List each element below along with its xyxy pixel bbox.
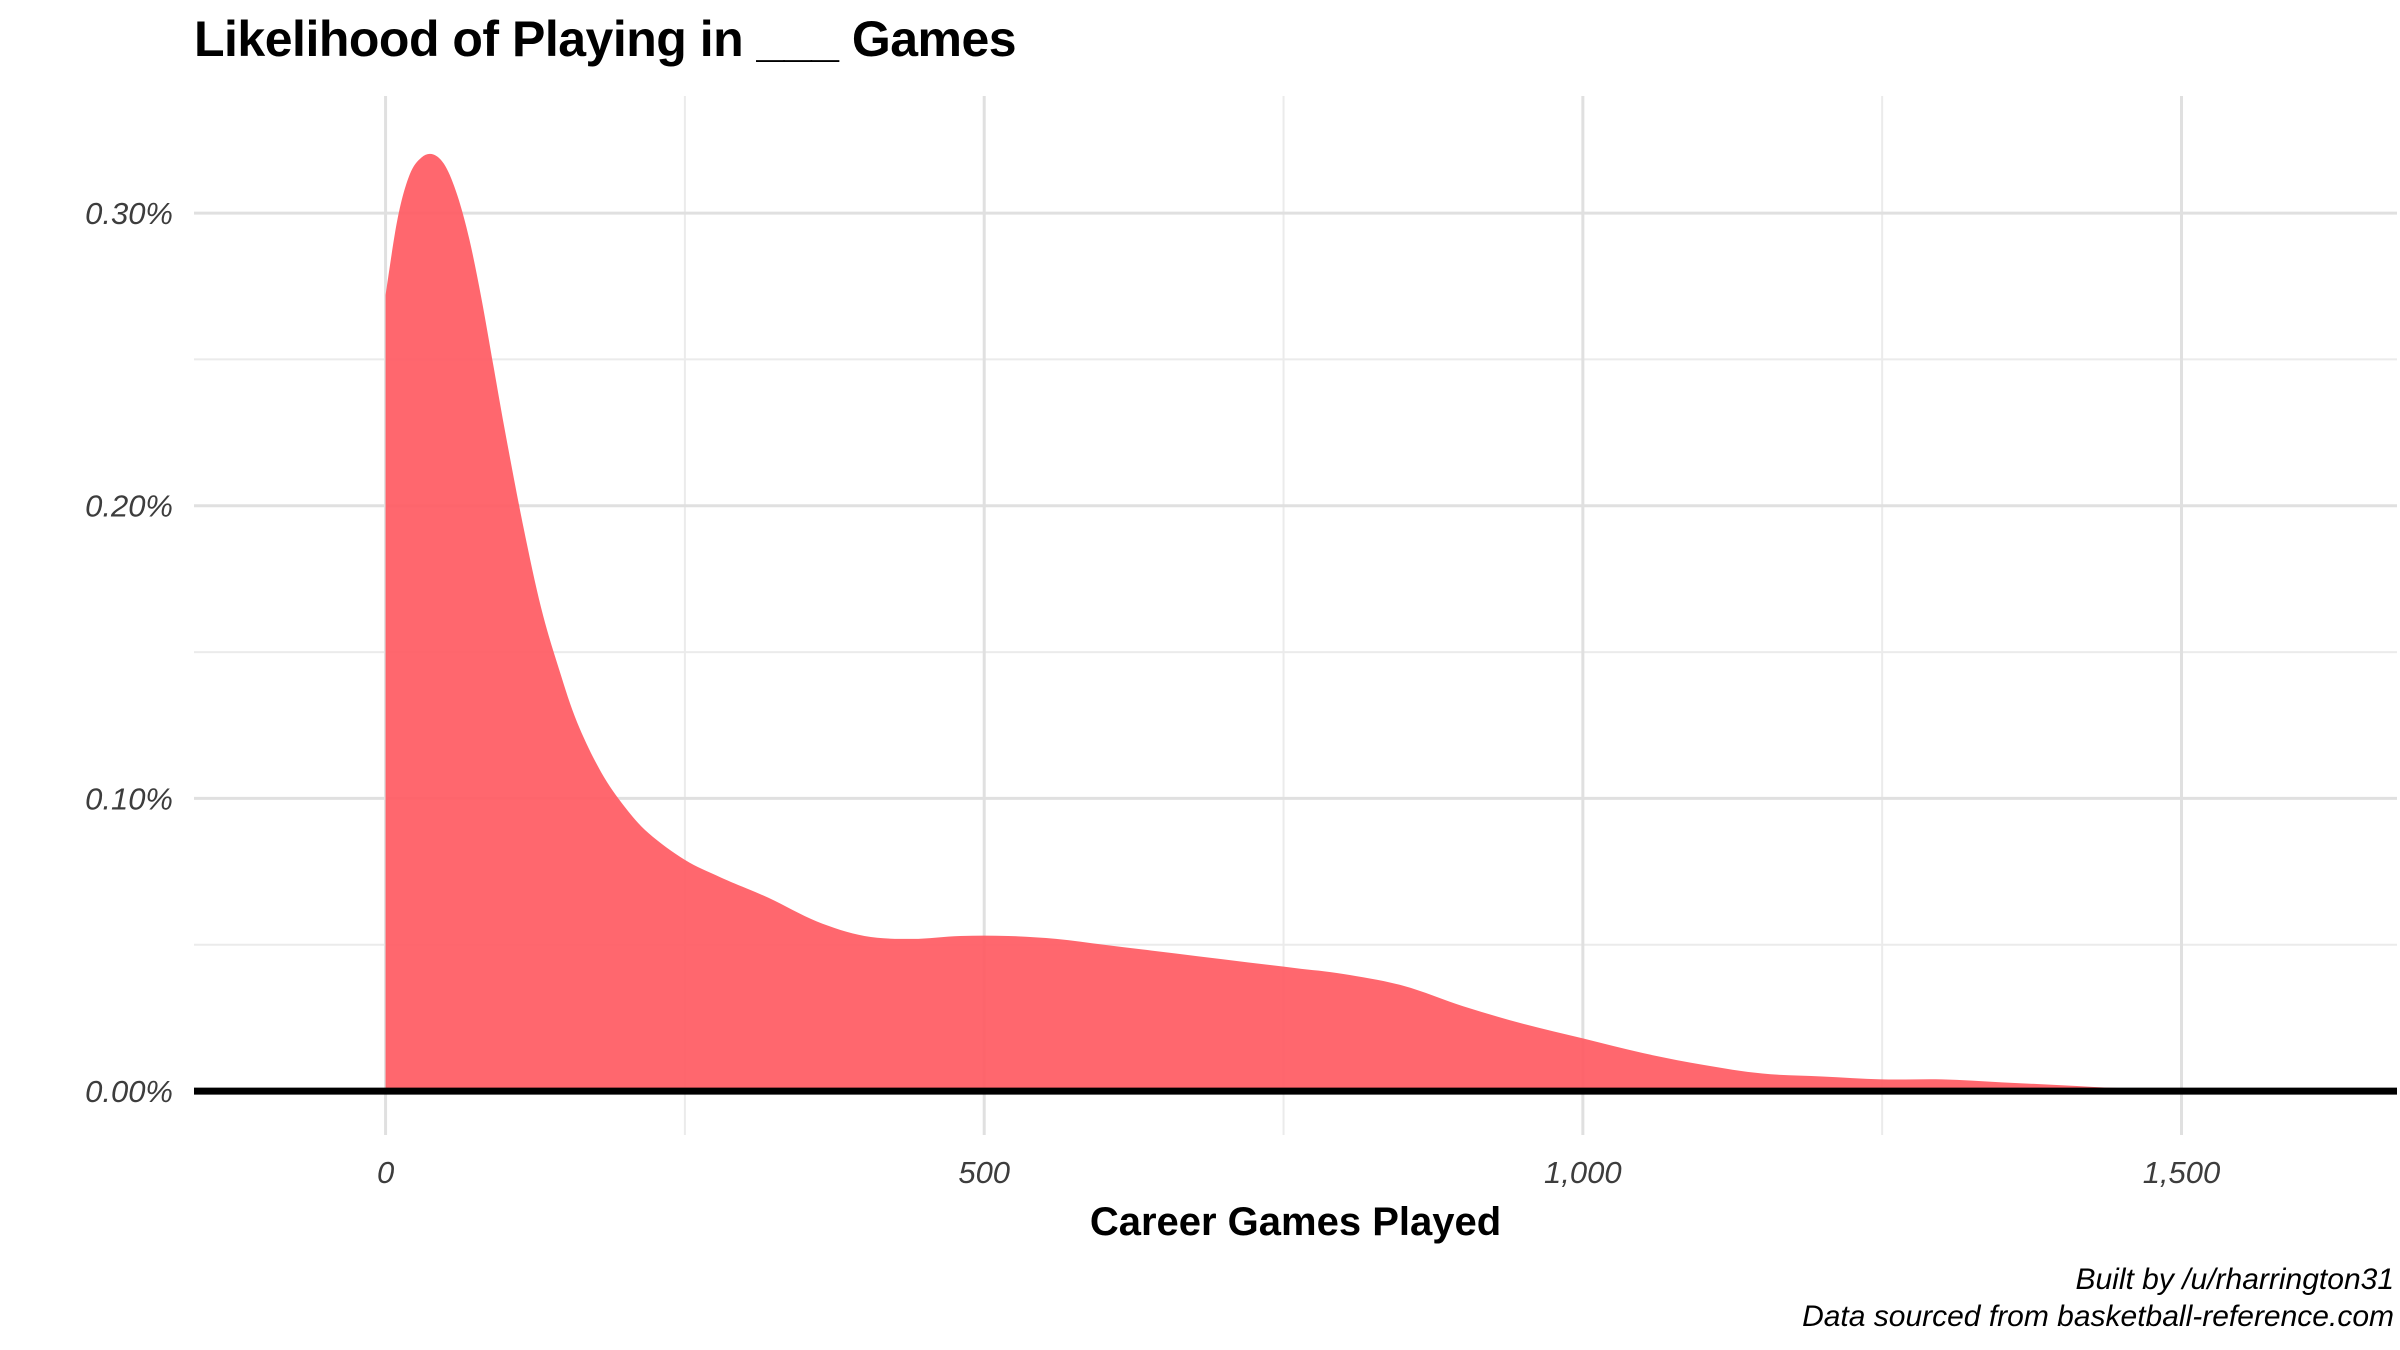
x-axis-title: Career Games Played	[1090, 1200, 1501, 1244]
caption-source: Data sourced from basketball-reference.c…	[1802, 1300, 2394, 1333]
x-tick-label-0: 0	[377, 1155, 394, 1190]
x-tick-label-3: 1,500	[2143, 1155, 2221, 1190]
y-axis-tick-labels: 0.00% 0.10% 0.20% 0.30%	[85, 196, 173, 1109]
x-tick-label-2: 1,000	[1544, 1155, 1622, 1190]
y-tick-label-0: 0.00%	[85, 1074, 173, 1109]
x-tick-label-1: 500	[958, 1155, 1010, 1190]
chart-title: Likelihood of Playing in ___ Games	[194, 11, 1017, 67]
density-area	[385, 153, 2314, 1092]
y-tick-label-1: 0.10%	[85, 781, 173, 816]
density-area-layer	[385, 153, 2314, 1092]
y-tick-label-2: 0.20%	[85, 489, 173, 524]
x-axis-tick-labels: 0 500 1,000 1,500	[377, 1155, 2220, 1190]
caption-credit: Built by /u/rharrington31	[2075, 1263, 2394, 1296]
y-tick-label-3: 0.30%	[85, 196, 173, 231]
